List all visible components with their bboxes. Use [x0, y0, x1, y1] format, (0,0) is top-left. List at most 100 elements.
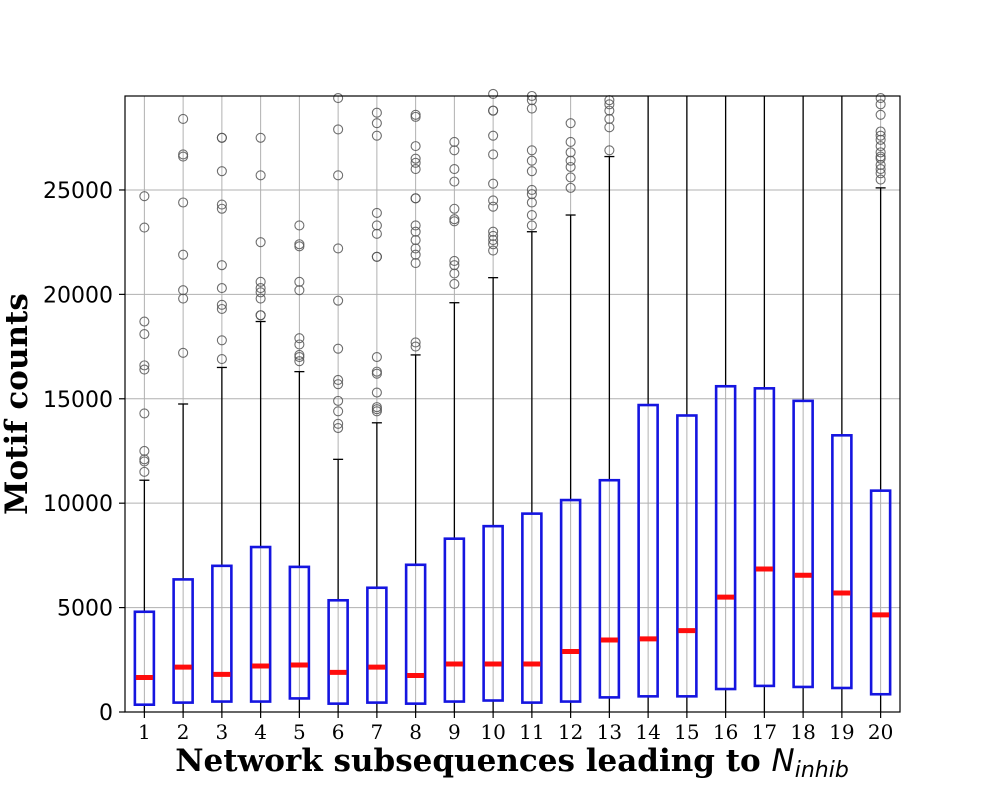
x-axis-label-symbol: N [772, 743, 795, 779]
outlier-point [255, 276, 266, 287]
x-tick-label: 4 [254, 720, 267, 744]
box-item [637, 96, 659, 712]
box-item [327, 458, 349, 712]
outlier-point [371, 228, 382, 239]
outlier-point [449, 164, 460, 175]
outlier-point [875, 164, 886, 175]
outlier-point [216, 303, 227, 315]
outlier-point [371, 251, 382, 262]
boxes [133, 96, 892, 712]
outlier-point [255, 310, 266, 321]
x-tick-label: 15 [674, 720, 699, 744]
outlier-point [294, 220, 305, 231]
outlier-point [449, 214, 460, 225]
y-tick-label: 10000 [43, 492, 113, 517]
outlier-point [371, 130, 382, 141]
x-tick-label: 17 [752, 720, 777, 744]
outlier-point [371, 351, 382, 363]
iqr-box [792, 399, 814, 689]
outlier-point [526, 189, 537, 200]
outlier-point [333, 243, 344, 254]
outlier-point [410, 243, 421, 254]
x-tick-label: 13 [597, 720, 622, 744]
outlier-point [410, 109, 421, 120]
outlier-point [294, 276, 305, 287]
outliers [139, 88, 886, 477]
outlier-point [526, 209, 537, 221]
iqr-box [327, 598, 349, 705]
y-tick-label: 20000 [43, 283, 113, 308]
outlier-point [410, 153, 421, 164]
outlier-point [371, 366, 382, 377]
outlier-point [410, 337, 421, 348]
outlier-point [333, 395, 344, 406]
outlier-point [604, 145, 615, 156]
box-item [676, 96, 698, 712]
iqr-box [676, 414, 698, 698]
box-item [288, 370, 311, 712]
iqr-box [249, 545, 272, 703]
outlier-point [875, 134, 886, 145]
outlier-point [371, 118, 382, 129]
outlier-point [488, 226, 499, 237]
outlier-point [333, 170, 344, 181]
outlier-point [526, 145, 537, 156]
iqr-box [521, 512, 543, 704]
y-axis: 0 5000 10000 15000 20000 25000 [43, 179, 125, 726]
iqr-box [288, 565, 311, 700]
x-tick-label: 3 [216, 720, 229, 744]
box-item [753, 96, 776, 712]
outlier-point [488, 245, 499, 256]
outlier-point [216, 354, 227, 365]
outlier-point [488, 105, 499, 116]
outlier-point [449, 145, 460, 156]
outlier-point [875, 159, 886, 170]
outlier-point [449, 176, 460, 187]
outlier-point [410, 258, 421, 269]
outlier-point [333, 379, 344, 390]
box-item [211, 366, 233, 712]
x-tick-label: 20 [868, 720, 893, 744]
outlier-point [139, 454, 150, 465]
outlier-point [488, 230, 499, 241]
box-item [249, 320, 272, 712]
outlier-point [410, 220, 421, 231]
outlier-point [875, 141, 886, 152]
iqr-box [714, 384, 737, 691]
outlier-point [488, 130, 499, 141]
outlier-point [604, 99, 615, 110]
x-tick-label: 18 [790, 720, 815, 744]
iqr-box [753, 387, 776, 688]
outlier-point [526, 155, 537, 166]
box-item [792, 96, 814, 712]
outlier-point [875, 130, 886, 141]
outlier-point [526, 197, 537, 208]
grid [125, 96, 900, 713]
outlier-point [216, 283, 227, 294]
iqr-box [172, 578, 194, 704]
outlier-point [449, 203, 460, 214]
outlier-point [488, 88, 499, 99]
outlier-point [139, 316, 150, 327]
iqr-box [366, 586, 388, 704]
outlier-point [488, 195, 499, 206]
x-tick-label: 8 [409, 720, 422, 744]
x-tick-label: 12 [558, 720, 583, 744]
y-tick-label: 25000 [43, 179, 113, 204]
outlier-point [410, 157, 421, 168]
box-item [869, 187, 892, 712]
outlier-point [294, 333, 305, 344]
iqr-box [831, 434, 853, 690]
x-tick-label: 9 [448, 720, 461, 744]
outlier-point [255, 283, 266, 294]
plot-frame [124, 95, 901, 713]
box-item [482, 277, 504, 712]
outlier-point [565, 182, 576, 193]
y-tick-label: 15000 [43, 388, 113, 413]
outlier-point [178, 249, 189, 260]
outlier-point [333, 418, 344, 429]
outlier-point [449, 268, 460, 279]
outlier-point [255, 287, 266, 298]
outlier-point [333, 343, 344, 354]
iqr-box [559, 498, 582, 703]
